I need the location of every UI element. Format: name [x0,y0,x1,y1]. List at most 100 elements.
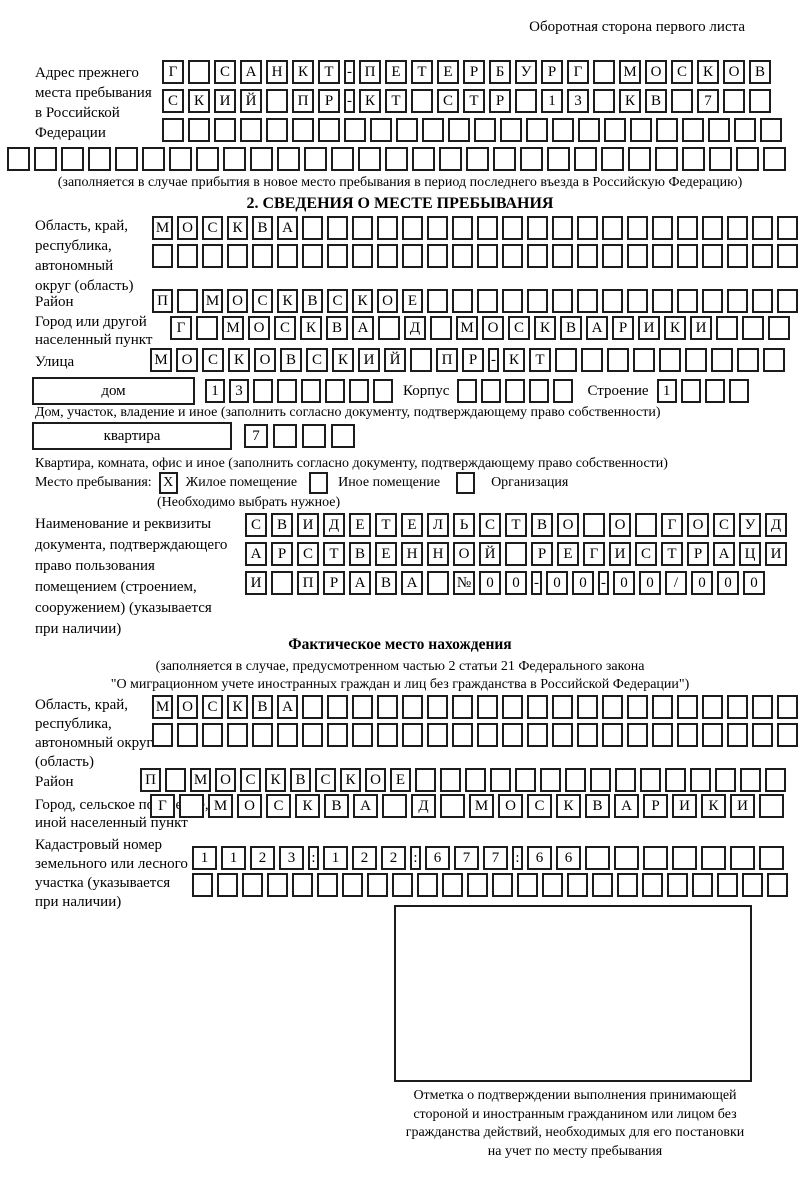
form-cell[interactable]: Р [323,571,345,595]
form-cell[interactable]: Й [479,542,501,566]
form-cell[interactable]: С [713,513,735,537]
form-cell[interactable]: 3 [279,846,304,870]
form-cell[interactable]: Й [384,348,406,372]
form-cell[interactable]: П [436,348,458,372]
form-cell[interactable] [715,768,736,792]
form-cell[interactable] [452,723,473,747]
form-cell[interactable]: П [292,89,314,113]
form-cell[interactable] [302,723,323,747]
form-cell[interactable] [115,147,138,171]
form-cell[interactable]: И [638,316,660,340]
form-cell[interactable]: В [375,571,397,595]
form-cell[interactable]: М [222,316,244,340]
form-cell[interactable] [502,216,523,240]
form-cell[interactable] [352,723,373,747]
form-cell[interactable]: О [453,542,475,566]
form-cell[interactable] [593,60,615,84]
form-cell[interactable] [765,768,786,792]
form-cell[interactable]: Т [661,542,683,566]
form-cell[interactable] [642,873,663,897]
form-cell[interactable] [422,118,444,142]
form-cell[interactable] [716,316,738,340]
form-cell[interactable] [585,846,610,870]
form-cell[interactable]: О [723,60,745,84]
form-cell[interactable]: К [227,216,248,240]
form-cell[interactable] [578,118,600,142]
form-cell[interactable] [344,118,366,142]
form-cell[interactable] [466,147,489,171]
form-cell[interactable] [577,244,598,268]
form-cell[interactable]: М [152,216,173,240]
form-cell[interactable]: И [358,348,380,372]
form-cell[interactable]: К [359,89,381,113]
form-cell[interactable]: И [690,316,712,340]
form-cell[interactable] [358,147,381,171]
form-cell[interactable] [452,244,473,268]
form-cell[interactable]: В [645,89,667,113]
form-cell[interactable] [402,695,423,719]
form-cell[interactable] [477,723,498,747]
form-cell[interactable]: Г [162,60,184,84]
form-cell[interactable] [767,873,788,897]
form-cell[interactable]: О [248,316,270,340]
form-cell[interactable] [34,147,57,171]
form-cell[interactable] [427,695,448,719]
form-cell[interactable]: И [214,89,236,113]
form-cell[interactable]: С [479,513,501,537]
form-cell[interactable] [577,216,598,240]
form-cell[interactable] [392,873,413,897]
form-cell[interactable] [327,695,348,719]
form-cell[interactable] [402,723,423,747]
form-cell[interactable] [701,846,726,870]
form-cell[interactable]: Т [463,89,485,113]
form-cell[interactable]: 0 [505,571,527,595]
form-cell[interactable] [227,244,248,268]
form-cell[interactable] [214,118,236,142]
form-cell[interactable] [517,873,538,897]
form-cell[interactable]: Ь [453,513,475,537]
form-cell[interactable] [465,768,486,792]
form-cell[interactable]: Е [402,289,423,313]
form-cell[interactable]: А [277,695,298,719]
form-cell[interactable] [615,768,636,792]
form-cell[interactable] [727,244,748,268]
form-cell[interactable] [702,723,723,747]
form-cell[interactable]: Д [323,513,345,537]
form-cell[interactable]: 1 [221,846,246,870]
form-cell[interactable]: С [245,513,267,537]
form-cell[interactable]: Н [266,60,288,84]
form-cell[interactable]: А [401,571,423,595]
form-cell[interactable] [583,513,605,537]
form-cell[interactable]: Г [170,316,192,340]
form-cell[interactable]: Т [375,513,397,537]
form-cell[interactable] [604,118,626,142]
form-cell[interactable] [590,768,611,792]
form-cell[interactable]: 1 [192,846,217,870]
form-cell[interactable]: Г [661,513,683,537]
form-cell[interactable]: В [280,348,302,372]
form-cell[interactable]: К [227,695,248,719]
form-cell[interactable]: 3 [229,379,249,403]
form-cell[interactable] [680,379,701,403]
form-cell[interactable] [452,216,473,240]
form-cell[interactable]: В [560,316,582,340]
form-cell[interactable] [727,723,748,747]
form-cell[interactable] [373,379,393,403]
form-cell[interactable]: 7 [483,846,508,870]
form-cell[interactable]: Е [349,513,371,537]
form-cell[interactable]: В [324,794,349,818]
form-cell[interactable]: В [252,216,273,240]
form-cell[interactable]: Е [390,768,411,792]
form-cell[interactable] [266,118,288,142]
form-cell[interactable]: Р [643,794,668,818]
form-cell[interactable] [734,118,756,142]
form-cell[interactable]: Е [375,542,397,566]
form-cell[interactable] [727,216,748,240]
form-cell[interactable]: Т [505,513,527,537]
form-cell[interactable] [402,216,423,240]
form-cell[interactable]: В [252,695,273,719]
form-cell[interactable]: И [245,571,267,595]
form-cell[interactable] [277,147,300,171]
form-cell[interactable] [302,424,326,448]
form-cell[interactable] [331,424,355,448]
